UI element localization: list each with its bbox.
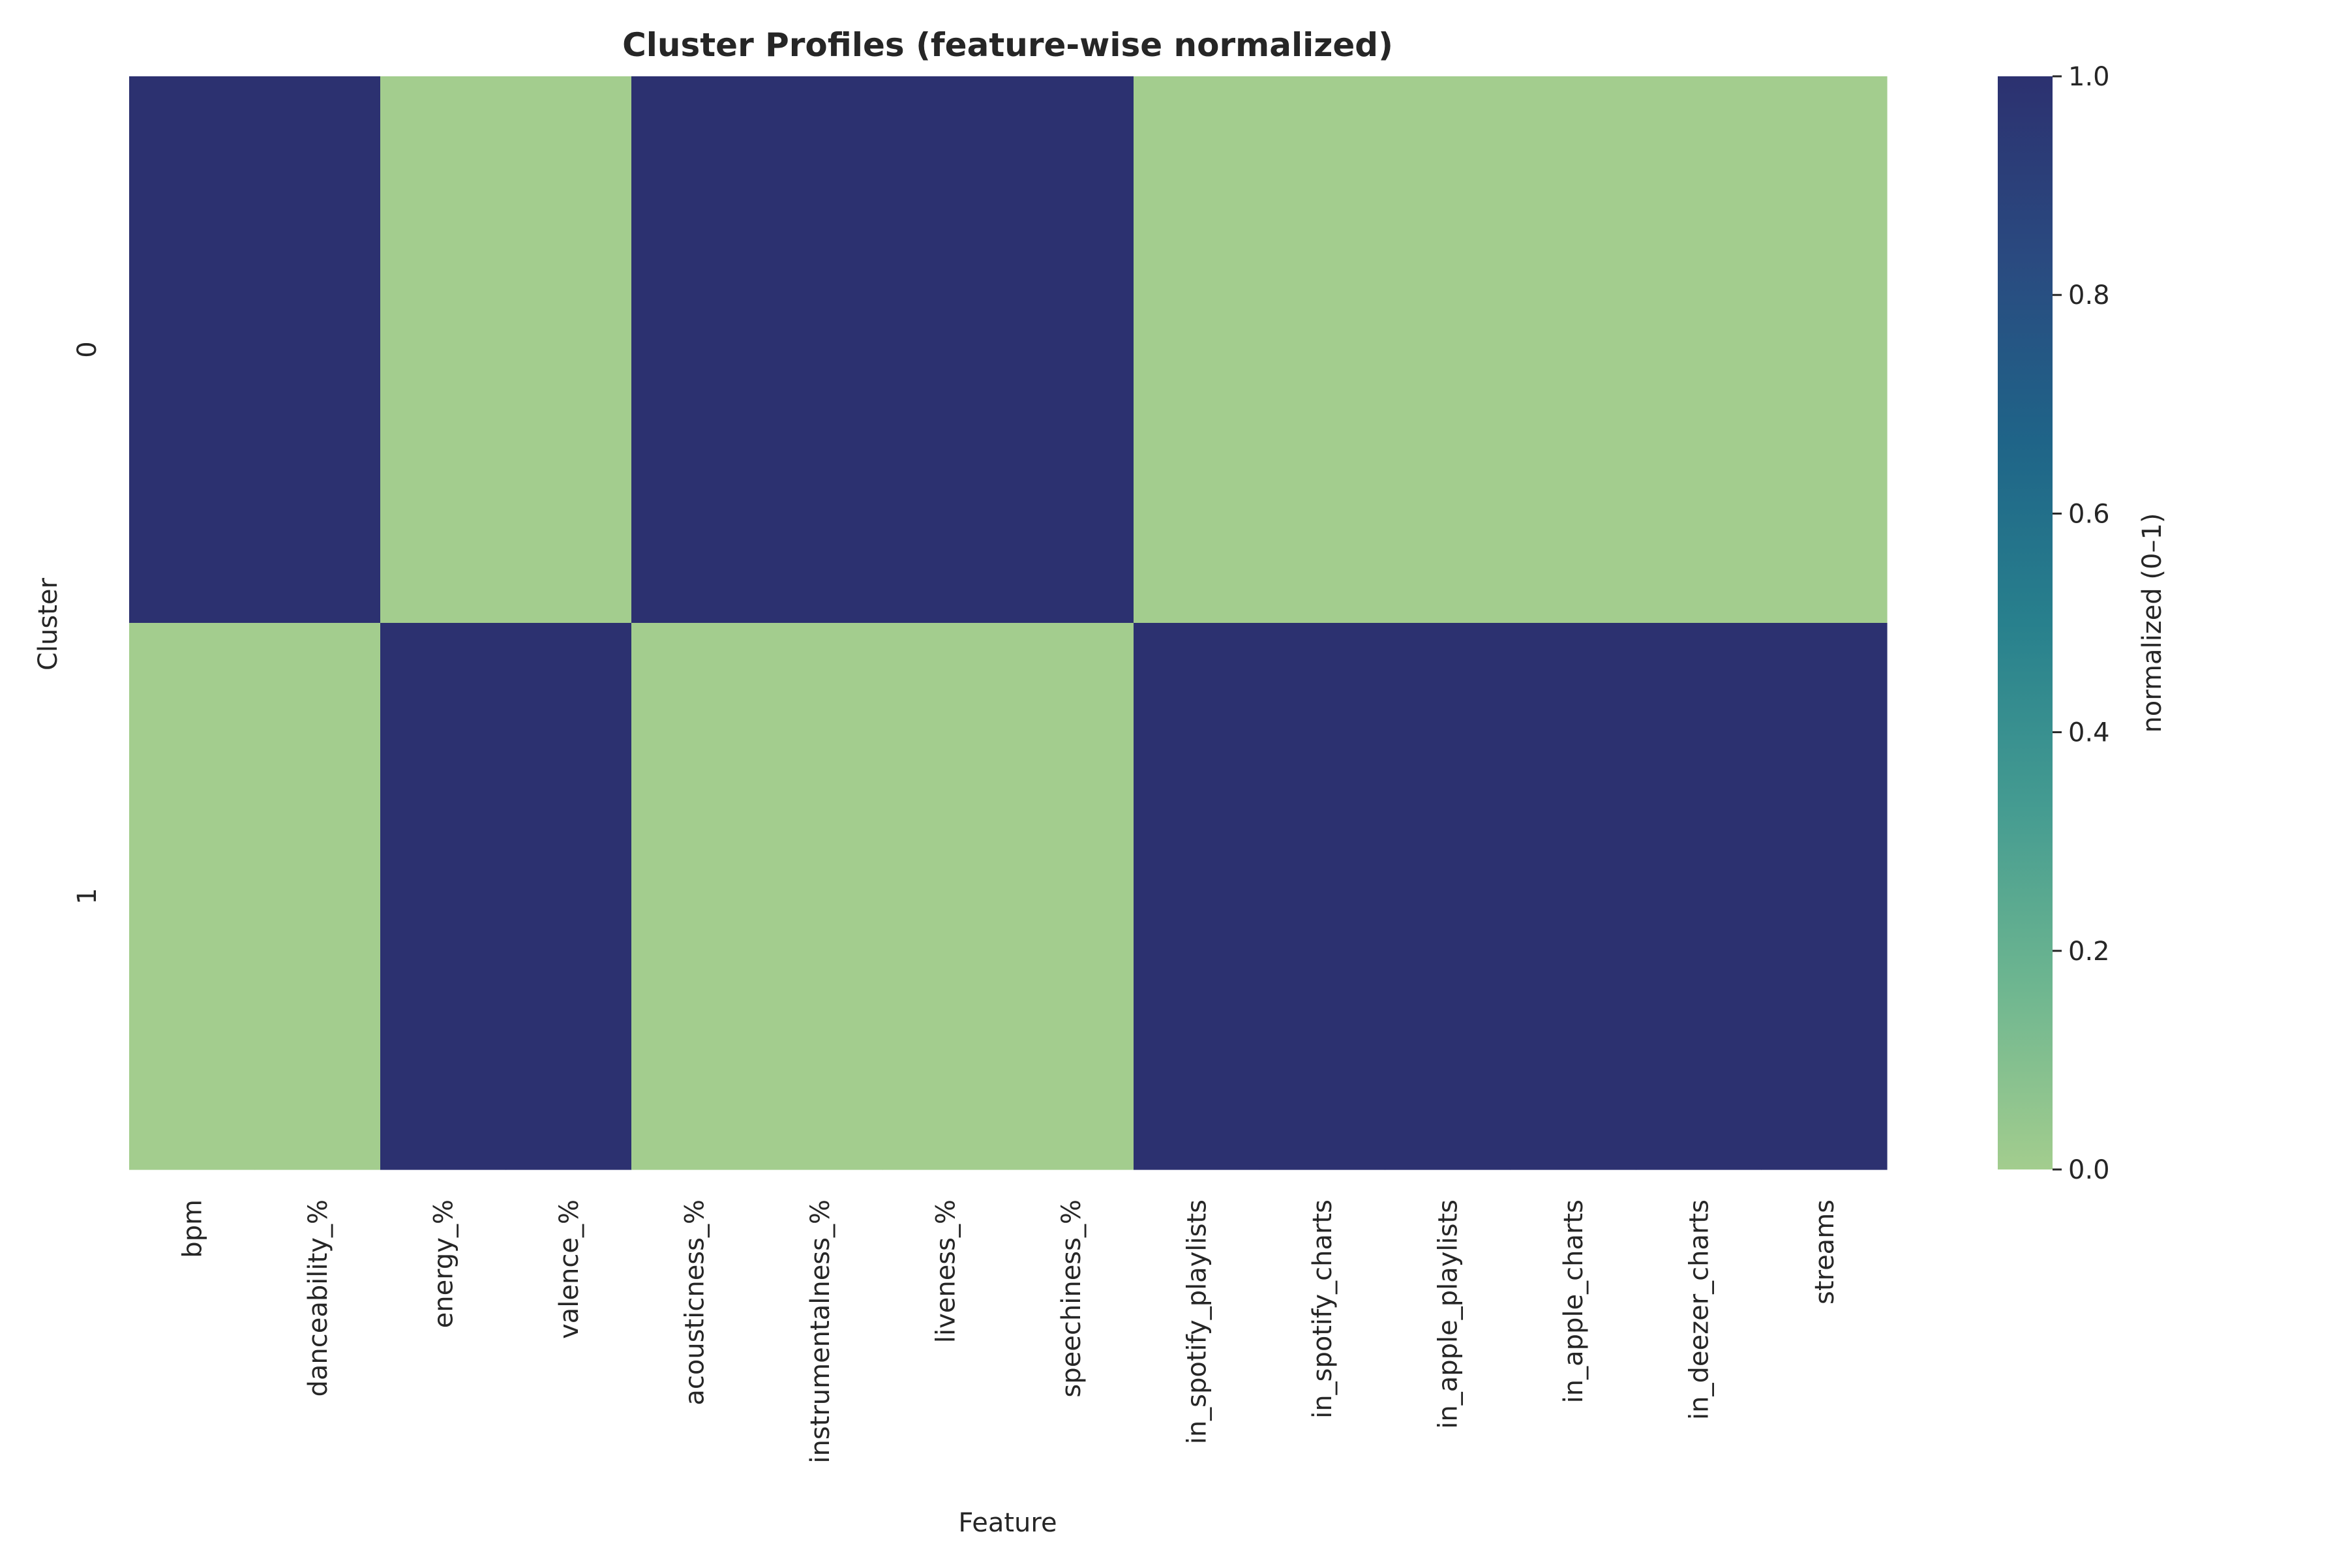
heatmap-cell [1134,623,1260,1170]
x-tick-label: in_spotify_playlists [1182,1199,1212,1444]
heatmap-cell [882,76,1009,624]
heatmap-cell [380,623,507,1170]
heatmap-cell [1761,76,1888,624]
colorbar-gradient [1998,76,2053,1169]
heatmap-cell [505,76,632,624]
heatmap-cell [1259,623,1385,1170]
heatmap-cell [129,623,256,1170]
x-tick-label: energy_% [429,1199,459,1328]
colorbar-tick-label: 0.0 [2068,1155,2110,1185]
x-tick-label: speechiness_% [1057,1199,1087,1398]
x-tick-label: bpm [177,1199,207,1258]
heatmap-cell [254,623,381,1170]
y-tick-label: 0 [72,341,102,357]
chart-title: Cluster Profiles (feature-wise normalize… [622,26,1393,64]
heatmap-cell [1510,623,1636,1170]
heatmap-cell [129,76,256,624]
heatmap-cell [1636,623,1762,1170]
x-tick-labels: bpm danceability_% energy_% valence_% acoust… [177,1199,1840,1464]
heatmap-cell [1134,76,1260,624]
x-tick-label: instrumentalness_% [805,1199,835,1464]
colorbar-tick-label: 0.4 [2068,718,2110,748]
x-tick-label: streams [1810,1199,1840,1304]
x-tick-label: in_apple_playlists [1433,1199,1463,1429]
colorbar-tick-label: 1.0 [2068,62,2110,92]
x-axis-label: Feature [958,1508,1057,1538]
heatmap-cell [1385,623,1511,1170]
heatmap-cell [1510,76,1636,624]
colorbar-tick-label: 0.2 [2068,937,2110,967]
x-tick-label: in_spotify_charts [1308,1199,1338,1419]
x-tick-label: acousticness_% [680,1199,710,1406]
heatmap-cell [505,623,632,1170]
heatmap-cells [129,76,1888,1170]
heatmap-cell [882,623,1009,1170]
heatmap-cell [380,76,507,624]
heatmap-cell [1761,623,1888,1170]
y-axis-label: Cluster [33,577,63,671]
colorbar: 0.0 0.2 0.4 0.6 0.8 1.0 normalized (0–1) [1998,62,2167,1185]
colorbar-label: normalized (0–1) [2137,513,2167,732]
heatmap-cell [631,76,758,624]
heatmap-cell [1385,76,1511,624]
heatmap-cell [1636,76,1762,624]
colorbar-ticks: 0.0 0.2 0.4 0.6 0.8 1.0 [2053,62,2110,1185]
heatmap-cell [757,623,883,1170]
y-tick-label: 1 [72,888,102,904]
heatmap-cell [254,76,381,624]
colorbar-tick-label: 0.8 [2068,280,2110,310]
y-tick-labels: 01 [72,341,102,904]
x-tick-label: in_apple_charts [1559,1199,1589,1403]
x-tick-label: danceability_% [303,1199,333,1396]
heatmap-cell [1008,623,1134,1170]
heatmap-cell [631,623,758,1170]
colorbar-tick-label: 0.6 [2068,499,2110,529]
heatmap-cell [1259,76,1385,624]
heatmap-cell [1008,76,1134,624]
heatmap-cell [757,76,883,624]
x-tick-label: in_deezer_charts [1684,1199,1714,1420]
x-tick-label: valence_% [554,1199,584,1339]
x-tick-label: liveness_% [931,1199,961,1343]
